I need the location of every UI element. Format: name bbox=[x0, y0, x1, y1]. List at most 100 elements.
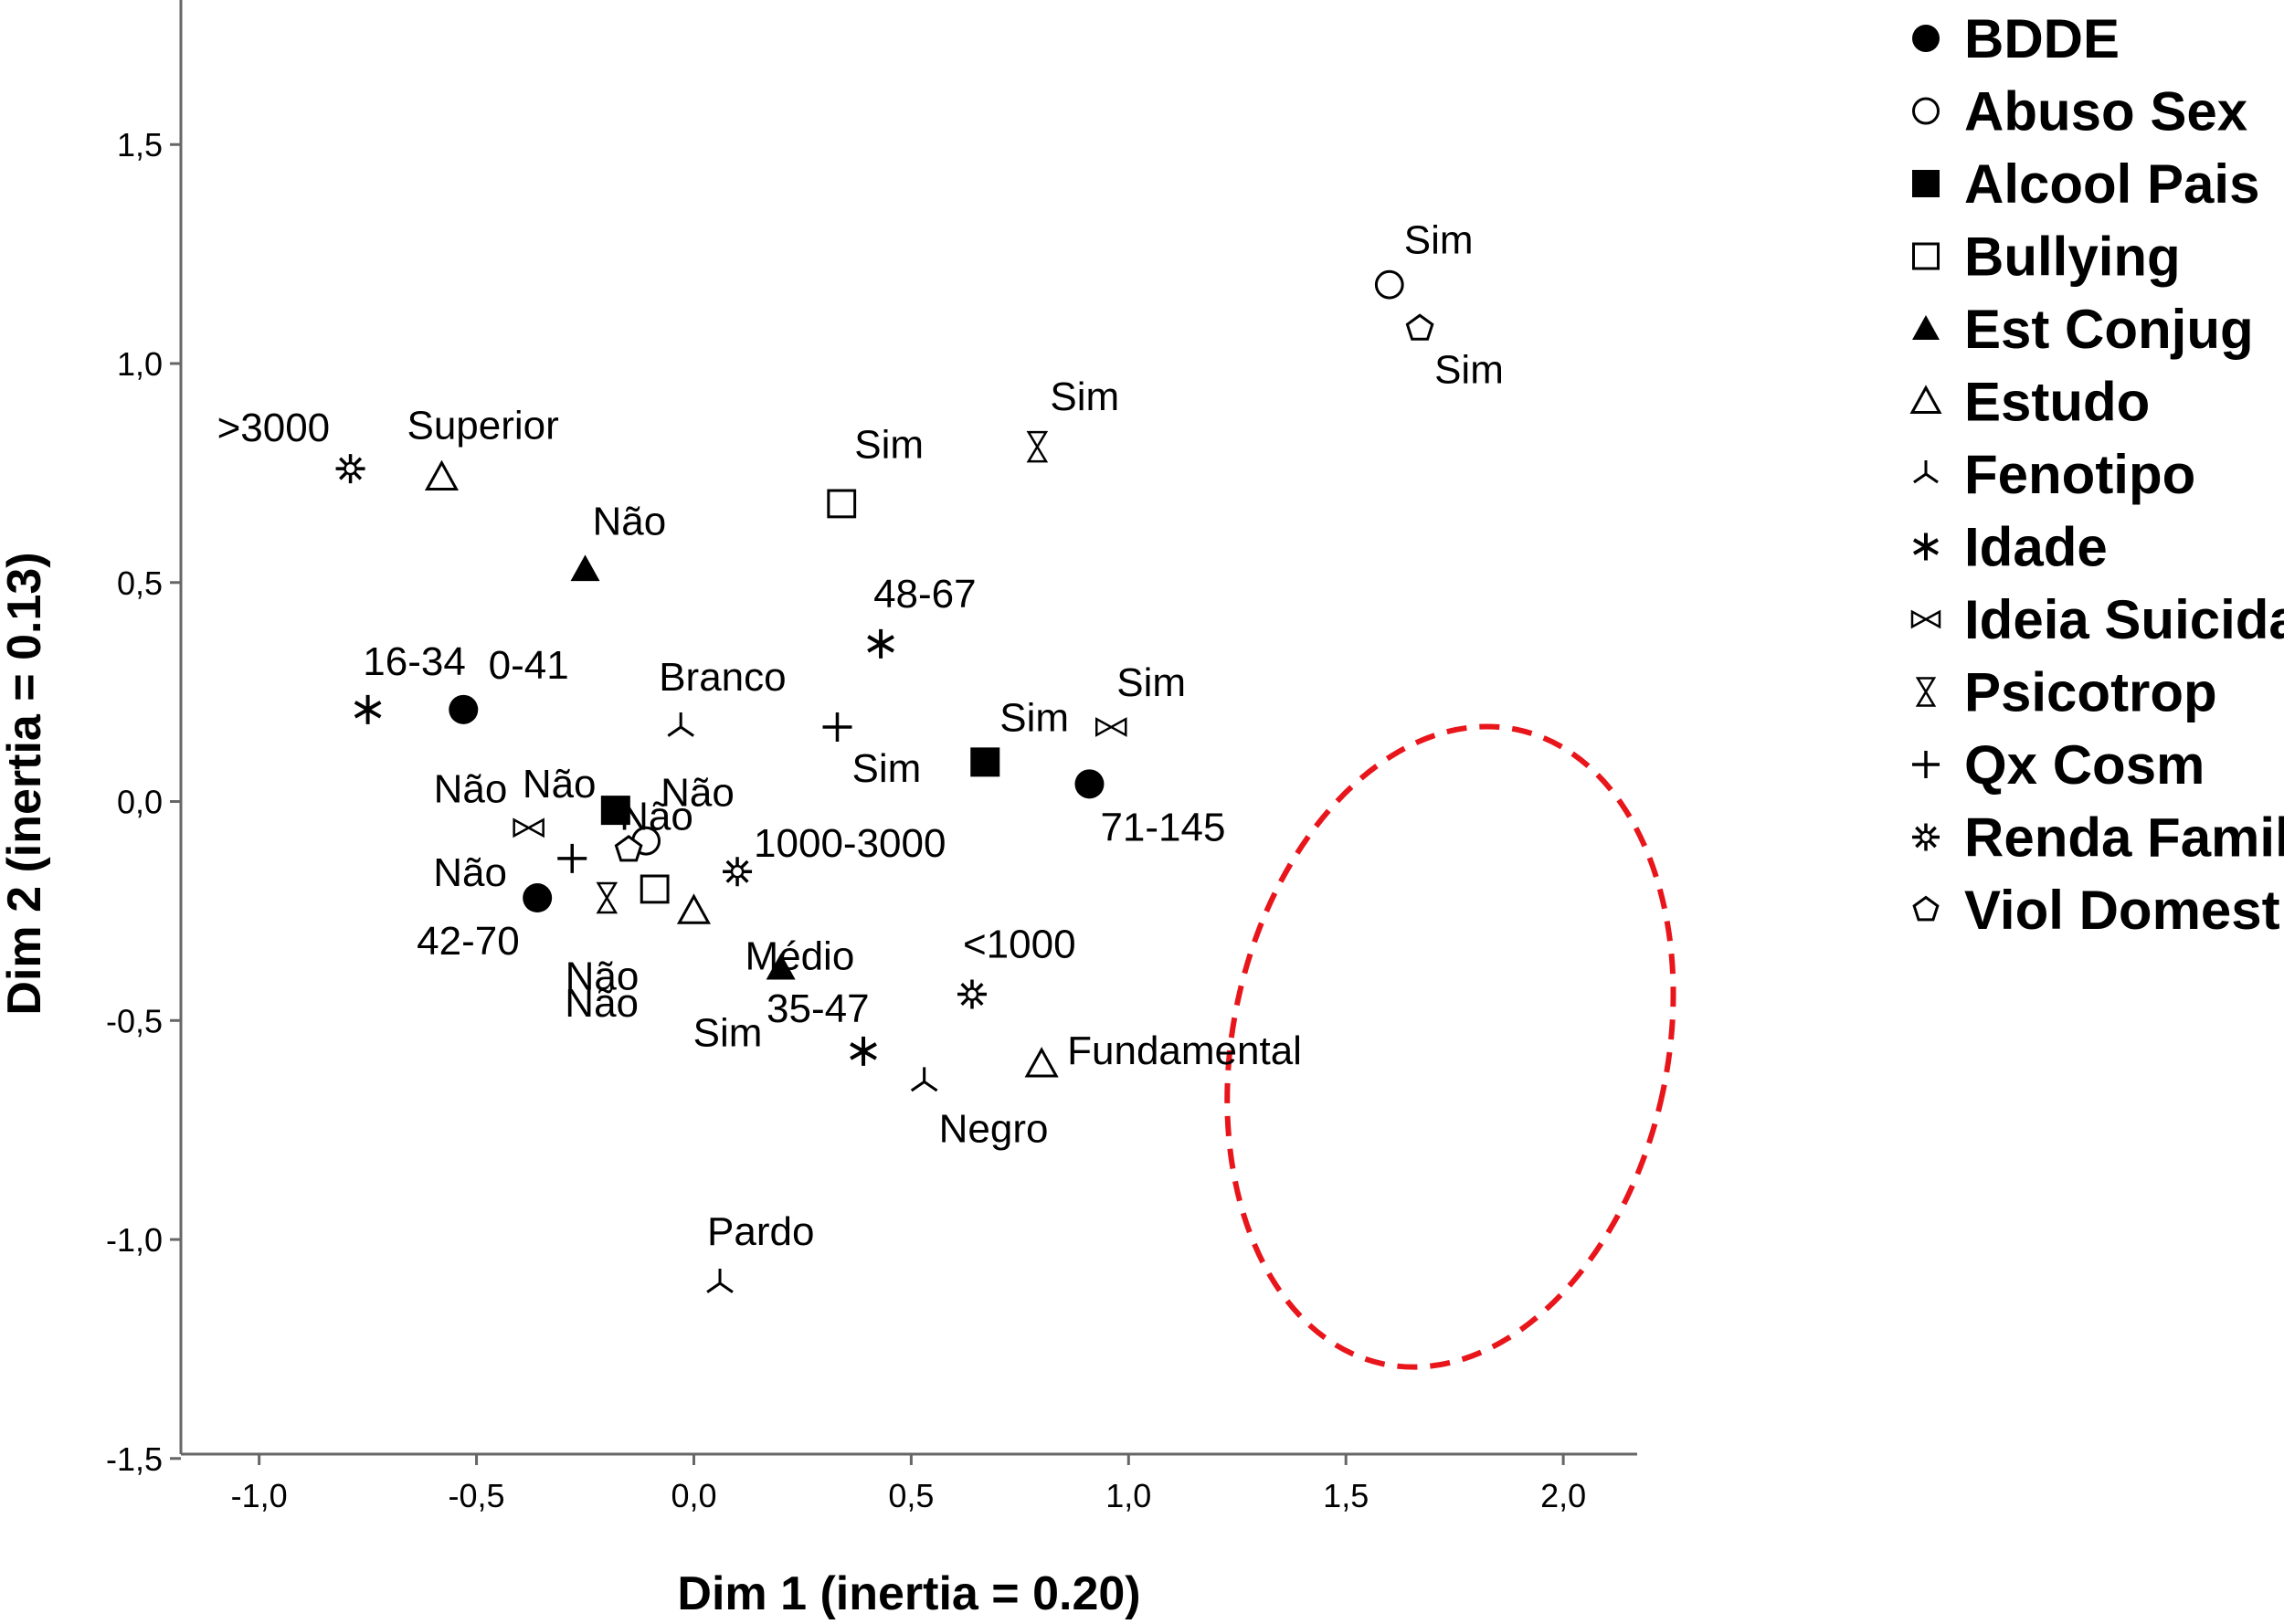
point-idade-35-47-marker bbox=[850, 1036, 877, 1066]
point-estudo-m-dio-marker bbox=[676, 893, 712, 924]
point-est-conjug-sim-marker bbox=[766, 953, 796, 980]
x-tick-label: -0,5 bbox=[449, 1477, 505, 1514]
legend-marker-bdde bbox=[1912, 25, 1940, 52]
point-abuso-sex-sim-marker bbox=[1374, 269, 1404, 300]
legend-label: Fenotipo bbox=[1964, 444, 2195, 505]
y-tick-label: 0,5 bbox=[117, 564, 163, 602]
point-label-idade: 48-67 bbox=[873, 572, 977, 617]
point-label-idade: 0-41 bbox=[489, 643, 569, 688]
point-label-renda-famil: 1000-3000 bbox=[754, 821, 946, 866]
point-label-estudo: Superior bbox=[407, 404, 558, 448]
sunburst-core bbox=[1919, 830, 1932, 844]
y-tick-label: -1,5 bbox=[106, 1440, 163, 1478]
annotations bbox=[1224, 723, 1676, 1370]
legend-marker-renda-famil bbox=[1912, 823, 1940, 851]
legend-item-est-conjug: Est Conjug bbox=[1912, 299, 2254, 360]
x-tick-label: -1,0 bbox=[231, 1477, 288, 1514]
legend-marker-fenotipo bbox=[1913, 460, 1939, 484]
point-label-fenotipo: Pardo bbox=[707, 1209, 814, 1254]
point-label-ideia-suicida: Não bbox=[434, 766, 508, 811]
legend-label: Renda Famil bbox=[1964, 807, 2284, 869]
point-bdde-16-34-marker bbox=[449, 694, 479, 724]
legend-item-idade: Idade bbox=[1913, 517, 2108, 578]
legend-item-ideia-suicida: Ideia Suicida bbox=[1910, 589, 2284, 650]
legend-label: Idade bbox=[1964, 517, 2108, 578]
point-viol-domest-sim-marker bbox=[1405, 313, 1434, 341]
legend-marker-qx-cosm bbox=[1912, 751, 1940, 778]
point-psicotrop-n-o-marker bbox=[596, 881, 619, 914]
point-label-fenotipo: Negro bbox=[939, 1106, 1049, 1151]
point-label-abuso-sex: Sim bbox=[1404, 218, 1474, 263]
point-label-est-conjug: Não bbox=[593, 499, 667, 543]
x-tick-label: 0,5 bbox=[888, 1477, 934, 1514]
point-label-est-conjug: Sim bbox=[693, 1011, 763, 1056]
point-fenotipo-negro-marker bbox=[910, 1067, 938, 1092]
y-tick-label: 0,0 bbox=[117, 784, 163, 821]
point-fenotipo-branco-marker bbox=[667, 712, 694, 737]
data-points bbox=[335, 269, 1434, 1293]
legend-label: Psicotrop bbox=[1964, 662, 2217, 723]
point-renda-famil-3000-marker bbox=[335, 454, 365, 484]
point-fenotipo-pardo-marker bbox=[706, 1268, 734, 1293]
point-label-viol-domest: Sim bbox=[1434, 348, 1504, 393]
legend-label: Ideia Suicida bbox=[1964, 589, 2284, 650]
legend-label: Alcool Pais bbox=[1964, 153, 2259, 215]
legend-item-bdde: BDDE bbox=[1912, 8, 2120, 69]
point-label-bullying: Sim bbox=[854, 422, 924, 467]
legend-label: Viol Domest bbox=[1964, 880, 2280, 941]
legend-label: Bullying bbox=[1964, 227, 2181, 288]
sunburst-core bbox=[965, 987, 979, 1001]
point-label-qx-cosm: Não bbox=[433, 850, 507, 895]
y-tick-label: 1,0 bbox=[117, 345, 163, 383]
point-estudo-superior-marker bbox=[424, 459, 460, 490]
legend-item-bullying: Bullying bbox=[1912, 227, 2181, 288]
x-tick-label: 2,0 bbox=[1540, 1477, 1586, 1514]
sunburst-core bbox=[730, 864, 745, 879]
point-est-conjug-n-o-marker bbox=[570, 554, 600, 582]
legend-item-abuso-sex: Abuso Sex bbox=[1912, 81, 2247, 142]
point-label-ideia-suicida: Sim bbox=[1116, 660, 1186, 705]
point-label-renda-famil: >3000 bbox=[217, 406, 331, 450]
point-alcool-pais-n-o-marker bbox=[600, 796, 630, 826]
legend-item-fenotipo: Fenotipo bbox=[1913, 444, 2195, 505]
point-label-estudo: Médio bbox=[745, 933, 854, 978]
point-label-psicotrop: Não bbox=[565, 981, 639, 1026]
point-label-bdde: 42-70 bbox=[417, 919, 520, 964]
legend-marker-ideia-suicida bbox=[1910, 609, 1941, 629]
legend-item-renda-famil: Renda Famil bbox=[1912, 807, 2284, 869]
legend-marker-abuso-sex bbox=[1912, 97, 1940, 125]
point-idade-48-67-marker bbox=[867, 628, 894, 659]
point-label-bullying: Não bbox=[566, 954, 640, 998]
legend-marker-idade bbox=[1913, 533, 1939, 561]
axes bbox=[179, 0, 1637, 1456]
point-psicotrop-sim-marker bbox=[1026, 430, 1049, 463]
legend-marker-viol-domest bbox=[1912, 895, 1940, 922]
point-qx-cosm-sim-marker bbox=[822, 712, 852, 742]
legend-marker-est-conjug bbox=[1912, 315, 1940, 340]
point-bdde-71-145-marker bbox=[1074, 769, 1105, 799]
legend-item-estudo: Estudo bbox=[1909, 372, 2150, 433]
point-label-estudo: Fundamental bbox=[1067, 1028, 1302, 1073]
point-alcool-pais-sim-marker bbox=[970, 747, 1000, 777]
point-ideia-suicida-n-o-marker bbox=[513, 817, 545, 838]
point-label-bdde: 71-145 bbox=[1100, 805, 1225, 849]
x-axis-title: Dim 1 (inertia = 0.20) bbox=[677, 1567, 1140, 1620]
point-label-psicotrop: Sim bbox=[1050, 374, 1119, 419]
point-label-alcool-pais: Sim bbox=[999, 695, 1069, 740]
point-bullying-sim-marker bbox=[827, 489, 857, 519]
point-viol-domest-n-o-marker bbox=[614, 835, 643, 862]
point-bdde-42-70-marker bbox=[523, 883, 553, 913]
point-label-idade: 35-47 bbox=[767, 986, 870, 1031]
legend-item-viol-domest: Viol Domest bbox=[1912, 880, 2280, 941]
legend-label: Abuso Sex bbox=[1964, 81, 2247, 142]
highlight-ellipse bbox=[1224, 723, 1676, 1370]
point-ideia-suicida-sim-marker bbox=[1095, 717, 1127, 737]
point-estudo-fundamental-marker bbox=[1024, 1047, 1059, 1078]
legend-item-qx-cosm: Qx Cosm bbox=[1912, 734, 2205, 796]
point-label-abuso-sex: Não bbox=[661, 771, 735, 816]
point-labels: 16-34 42-70 71-145 Não Sim Não Sim Não Sim Não Sim… bbox=[217, 218, 1504, 1254]
y-tick-label: 1,5 bbox=[117, 126, 163, 163]
x-tick-label: 1,5 bbox=[1323, 1477, 1369, 1514]
point-label-bdde: 16-34 bbox=[363, 639, 466, 684]
